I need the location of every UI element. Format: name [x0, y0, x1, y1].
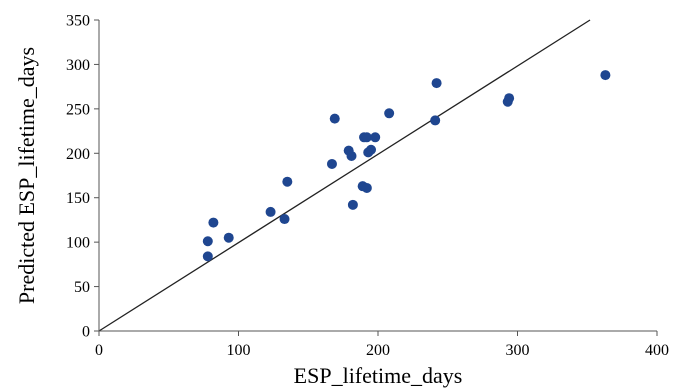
plot-area [98, 19, 611, 332]
data-point [202, 251, 213, 262]
y-axis-ticks: 0 50 100 150 200 250 300 350 [66, 13, 99, 341]
y-tick-label: 300 [66, 57, 90, 74]
axes [98, 20, 657, 332]
data-point [282, 176, 293, 187]
data-point [265, 206, 276, 217]
data-point [504, 93, 515, 104]
data-point [279, 214, 290, 225]
reference-line [98, 19, 591, 332]
data-point [384, 108, 395, 119]
data-point [361, 132, 372, 143]
x-axis-title: ESP_lifetime_days [294, 363, 463, 388]
data-point [370, 132, 381, 143]
data-point [223, 232, 234, 243]
y-tick-label: 250 [66, 101, 90, 118]
data-point [346, 150, 357, 161]
x-tick-label: 100 [227, 342, 251, 359]
y-tick-label: 100 [66, 235, 90, 252]
data-point [329, 113, 340, 124]
data-point [600, 70, 611, 81]
y-axis-title: Predicted ESP_lifetime_days [14, 47, 39, 304]
y-tick-label: 0 [82, 324, 90, 341]
y-tick-label: 50 [74, 279, 90, 296]
data-point [202, 236, 213, 247]
y-tick-label: 350 [66, 13, 90, 30]
x-tick-label: 0 [95, 342, 103, 359]
x-axis-ticks: 0 100 200 300 400 [95, 331, 669, 359]
y-tick-label: 150 [66, 190, 90, 207]
data-point [326, 158, 337, 169]
data-point [430, 115, 441, 126]
x-tick-label: 400 [645, 342, 669, 359]
data-point [431, 78, 442, 89]
x-tick-label: 200 [366, 342, 390, 359]
data-point [347, 199, 358, 210]
x-tick-label: 300 [506, 342, 530, 359]
data-point [208, 217, 219, 228]
data-point [361, 182, 372, 193]
data-point [366, 144, 377, 155]
y-tick-label: 200 [66, 146, 90, 163]
